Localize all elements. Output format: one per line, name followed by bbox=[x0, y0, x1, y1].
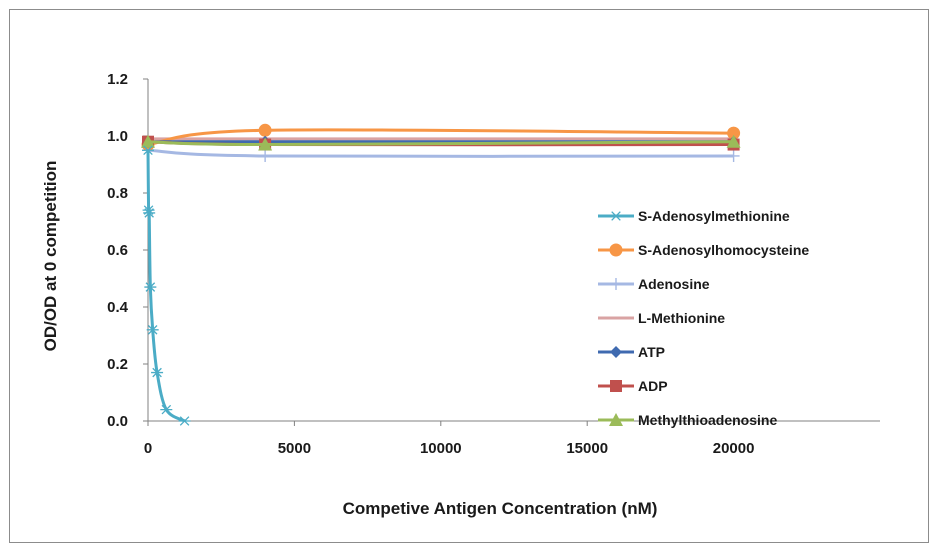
legend-label: S-Adenosylmethionine bbox=[638, 208, 790, 224]
x-tick-label: 20000 bbox=[713, 440, 755, 457]
x-tick-label: 15000 bbox=[566, 440, 608, 457]
data-point bbox=[610, 278, 622, 290]
y-tick-label: 1.0 bbox=[107, 128, 128, 145]
data-point bbox=[144, 282, 157, 292]
legend-entry: ADP bbox=[598, 378, 668, 394]
data-point bbox=[259, 149, 272, 162]
x-tick-label: 0 bbox=[144, 440, 152, 457]
data-point bbox=[609, 413, 623, 426]
series-2 bbox=[142, 144, 740, 162]
series-line bbox=[146, 150, 186, 423]
series-line bbox=[147, 148, 734, 158]
x-tick-label: 5000 bbox=[278, 440, 311, 457]
legend-label: L-Methionine bbox=[638, 310, 725, 326]
data-point bbox=[727, 149, 740, 162]
series-0 bbox=[142, 145, 191, 426]
legend-label: Adenosine bbox=[638, 276, 710, 292]
y-tick-label: 0.4 bbox=[107, 299, 129, 316]
legend-label: Methylthioadenosine bbox=[638, 412, 777, 428]
data-point bbox=[726, 134, 741, 148]
data-point bbox=[151, 367, 164, 378]
legend-entry: ATP bbox=[598, 344, 665, 360]
legend-entry: S-Adenosylmethionine bbox=[598, 208, 790, 224]
legend-label: S-Adenosylhomocysteine bbox=[638, 242, 809, 258]
data-point bbox=[610, 380, 622, 392]
data-point bbox=[146, 325, 159, 335]
data-point bbox=[142, 145, 154, 156]
y-tick-label: 0.0 bbox=[107, 413, 128, 430]
x-tick-label: 10000 bbox=[420, 440, 462, 457]
legend-entry: L-Methionine bbox=[598, 310, 725, 326]
y-axis-title: OD/OD at 0 competition bbox=[41, 161, 60, 352]
y-tick-label: 0.8 bbox=[107, 185, 128, 202]
x-axis-title: Competive Antigen Concentration (nM) bbox=[343, 499, 658, 518]
legend-label: ADP bbox=[638, 378, 668, 394]
data-point bbox=[143, 208, 156, 218]
series-6 bbox=[141, 134, 741, 151]
series-line bbox=[147, 128, 734, 147]
axes: 0.0 0.2 0.4 0.6 0.8 1.0 1.2 0 5000 10000 15000 2000… bbox=[107, 71, 880, 457]
data-point bbox=[141, 134, 155, 148]
data-point bbox=[160, 404, 173, 415]
data-point bbox=[609, 243, 623, 257]
legend-label: ATP bbox=[638, 344, 665, 360]
y-tick-label: 0.6 bbox=[107, 242, 128, 259]
y-tick-label: 0.2 bbox=[107, 356, 128, 373]
legend-entry: Adenosine bbox=[598, 276, 710, 292]
y-tick-label: 1.2 bbox=[107, 71, 128, 88]
data-point bbox=[178, 416, 191, 426]
series-layer bbox=[141, 123, 741, 426]
series-line bbox=[147, 140, 734, 147]
data-point bbox=[258, 123, 272, 137]
data-point bbox=[610, 346, 622, 358]
chart-frame: 0.0 0.2 0.4 0.6 0.8 1.0 1.2 0 5000 10000 15000 2000… bbox=[9, 9, 929, 543]
line-chart: 0.0 0.2 0.4 0.6 0.8 1.0 1.2 0 5000 10000 15000 2000… bbox=[41, 71, 880, 518]
data-point bbox=[610, 211, 622, 221]
legend-entry: Methylthioadenosine bbox=[598, 412, 777, 428]
legend: S-Adenosylmethionine S-Adenosylhomocystei… bbox=[598, 208, 809, 428]
legend-entry: S-Adenosylhomocysteine bbox=[598, 242, 809, 258]
data-point bbox=[258, 137, 273, 151]
